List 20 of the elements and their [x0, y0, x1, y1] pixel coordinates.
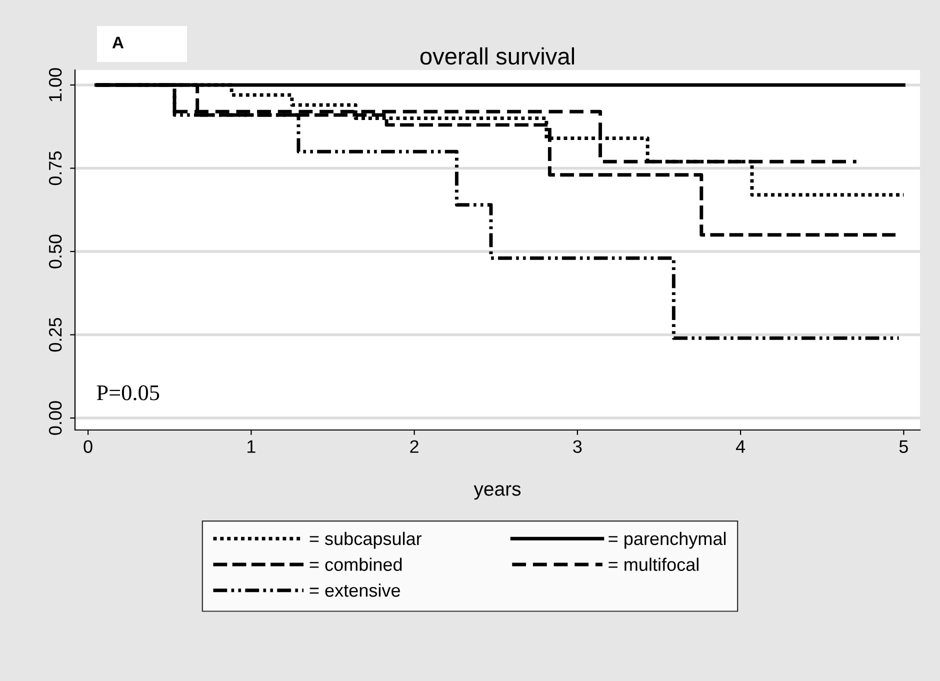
x-tick-label: 1 — [248, 440, 256, 453]
y-tick-label: 1.00 — [48, 68, 62, 102]
legend-label: = subcapsular — [310, 532, 422, 549]
legend-label: = multifocal — [608, 558, 698, 571]
y-tick-label: 0.25 — [48, 318, 62, 352]
x-tick-label: 5 — [899, 440, 908, 453]
x-tick-label: 2 — [410, 440, 418, 453]
y-tick-label: 0.75 — [48, 151, 62, 186]
annotation: P=0.05 — [96, 385, 160, 400]
legend-label: = extensive — [310, 584, 400, 597]
y-tick-label: 0.00 — [48, 401, 62, 435]
legend-label: = parenchymal — [608, 532, 726, 549]
chart-title: overall survival — [420, 47, 574, 65]
x-tick-label: 3 — [573, 440, 582, 453]
legend-label: = combined — [310, 558, 402, 571]
x-axis-title: years — [474, 485, 521, 500]
x-tick-label: 4 — [736, 440, 746, 453]
y-tick-label: 0.50 — [48, 234, 62, 268]
text: A — [112, 36, 124, 48]
x-tick-label: 0 — [84, 440, 92, 453]
